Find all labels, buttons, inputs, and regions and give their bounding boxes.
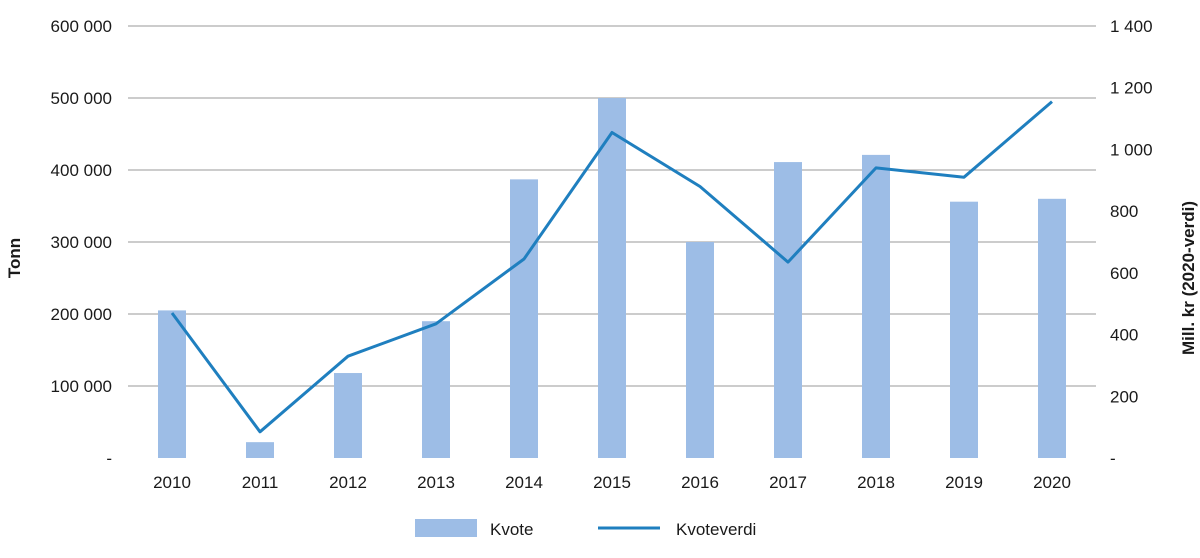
y-tick-label: 100 000 (51, 377, 112, 396)
x-tick-label: 2011 (242, 473, 279, 492)
legend-swatch-kvote (415, 519, 477, 537)
y2-tick-label: 400 (1110, 326, 1138, 345)
y-tick-label: 400 000 (51, 161, 112, 180)
bar-series-kvote (158, 98, 1066, 459)
y2-tick-label: 1 200 (1110, 79, 1153, 98)
y-tick-label: - (106, 449, 112, 468)
bar (862, 154, 890, 458)
y-axis-right-title: Mill. kr (2020-verdi) (1179, 201, 1198, 355)
legend-label-kvote: Kvote (490, 520, 533, 539)
bar (774, 162, 802, 458)
legend: Kvote Kvoteverdi (415, 519, 756, 539)
bar (246, 442, 274, 458)
y-tick-label: 200 000 (51, 305, 112, 324)
x-tick-label: 2015 (593, 473, 631, 492)
x-tick-label: 2020 (1033, 473, 1071, 492)
y2-tick-label: 600 (1110, 264, 1138, 283)
y2-tick-label: 1 000 (1110, 140, 1153, 159)
y-tick-label: 600 000 (51, 17, 112, 36)
x-tick-label: 2013 (417, 473, 455, 492)
x-tick-label: 2016 (681, 473, 719, 492)
y2-tick-label: - (1110, 449, 1116, 468)
bar (422, 321, 450, 458)
bar (1038, 198, 1066, 459)
bar (598, 98, 626, 458)
x-tick-label: 2018 (857, 473, 895, 492)
bar (158, 310, 186, 458)
bar (510, 179, 538, 459)
legend-label-kvoteverdi: Kvoteverdi (676, 520, 756, 539)
line-series-kvoteverdi (170, 100, 1053, 434)
x-tick-label: 2012 (329, 473, 367, 492)
line-path (170, 100, 1053, 434)
bar (686, 242, 714, 458)
y2-tick-label: 200 (1110, 387, 1138, 406)
y-axis-left-title: Tonn (5, 238, 24, 278)
y2-tick-label: 800 (1110, 202, 1138, 221)
x-tick-label: 2019 (945, 473, 983, 492)
x-axis-ticks: 2010 2011 2012 2013 2014 2015 2016 2017 2018 2019… (153, 473, 1071, 492)
x-tick-label: 2014 (505, 473, 543, 492)
x-tick-label: 2010 (153, 473, 191, 492)
x-tick-label: 2017 (769, 473, 807, 492)
y-axis-right-ticks: - 200 400 600 800 1 000 1 200 1 400 (1110, 17, 1153, 468)
y-axis-left-ticks: - 100 000 200 000 300 000 400 000 500 000 600 … (51, 17, 112, 468)
bar (334, 373, 362, 458)
y-tick-label: 500 000 (51, 89, 112, 108)
y2-tick-label: 1 400 (1110, 17, 1153, 36)
bar (950, 201, 978, 458)
y-tick-label: 300 000 (51, 233, 112, 252)
